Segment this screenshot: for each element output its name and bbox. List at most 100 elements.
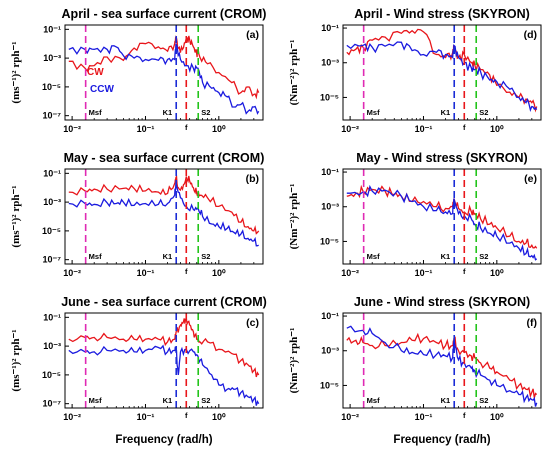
x-axis-label-right: Frequency (rad/h) xyxy=(393,434,490,446)
y-tick-label: 10⁻⁷ xyxy=(43,111,62,121)
plot-frame xyxy=(342,312,542,409)
panel-title: May - Wind stress (SKYRON) xyxy=(356,151,527,165)
vline-label-s2: S2 xyxy=(479,396,488,405)
vline-label-msf: Msf xyxy=(89,252,102,261)
x-tick-label: 10⁰ xyxy=(490,268,504,278)
series-cw-line xyxy=(68,317,260,378)
y-tick-label: 10⁻³ xyxy=(321,202,339,212)
panel-d: April - Wind stress (SKYRON) (Nm⁻²)² rph⁻… xyxy=(288,7,542,134)
plot-frame xyxy=(342,24,542,121)
y-tick-label: 10⁻⁵ xyxy=(42,82,61,92)
x-tick-label: 10⁰ xyxy=(490,124,504,134)
panel-label: (d) xyxy=(524,29,537,41)
x-tick-label: 10⁰ xyxy=(212,412,226,422)
y-tick-label: 10⁻⁷ xyxy=(43,255,62,265)
y-tick-label: 10⁻¹ xyxy=(43,24,61,34)
y-tick-label: 10⁻⁵ xyxy=(42,370,61,380)
y-tick-label: 10⁻³ xyxy=(321,346,339,356)
y-tick-label: 10⁻⁷ xyxy=(43,399,62,409)
vline-label-f: f xyxy=(463,267,466,276)
x-tick-label: 10⁻¹ xyxy=(137,268,155,278)
vline-label-k1: K1 xyxy=(163,108,173,117)
series-cw-line xyxy=(68,174,260,235)
y-tick-label: 10⁻⁵ xyxy=(320,92,339,102)
x-axis-label-left: Frequency (rad/h) xyxy=(115,434,212,446)
vline-label-s2: S2 xyxy=(201,108,210,117)
plot-frame xyxy=(342,168,542,265)
panel-b: May - sea surface current (CROM) (ms⁻¹)² … xyxy=(10,151,264,278)
vline-label-msf: Msf xyxy=(367,396,380,405)
y-tick-label: 10⁻¹ xyxy=(321,167,339,177)
x-tick-label: 10⁻¹ xyxy=(415,268,433,278)
panel-label: (a) xyxy=(246,29,259,41)
panel-title: April - sea surface current (CROM) xyxy=(62,7,267,21)
series-cw-line xyxy=(346,332,538,399)
vline-label-f: f xyxy=(185,267,188,276)
panel-title: June - Wind stress (SKYRON) xyxy=(354,295,530,309)
y-axis-label: (Nm⁻²)² rph⁻¹ xyxy=(288,328,300,394)
y-tick-label: 10⁻³ xyxy=(43,197,61,207)
y-tick-label: 10⁻³ xyxy=(43,53,61,63)
vline-label-msf: Msf xyxy=(367,108,380,117)
legend-cw: CW xyxy=(87,67,104,78)
panel-e: May - Wind stress (SKYRON) (Nm⁻²)² rph⁻¹ M… xyxy=(288,151,542,278)
panel-f: June - Wind stress (SKYRON) (Nm⁻²)² rph⁻¹… xyxy=(288,295,542,422)
vline-label-f: f xyxy=(463,123,466,132)
panel-label: (e) xyxy=(524,173,537,185)
y-tick-label: 10⁻¹ xyxy=(321,23,339,33)
y-tick-label: 10⁻³ xyxy=(43,341,61,351)
panel-label: (b) xyxy=(246,173,259,185)
y-axis-label: (ms⁻¹)² rph⁻¹ xyxy=(10,329,22,391)
x-tick-label: 10⁰ xyxy=(490,412,504,422)
series-ccw-line xyxy=(68,43,260,115)
plot-frame xyxy=(64,24,264,121)
panel-label: (c) xyxy=(246,317,259,329)
vline-label-k1: K1 xyxy=(163,252,173,261)
vline-label-s2: S2 xyxy=(201,252,210,261)
y-tick-label: 10⁻¹ xyxy=(43,168,61,178)
y-tick-label: 10⁻⁵ xyxy=(320,380,339,390)
vline-label-k1: K1 xyxy=(163,396,173,405)
y-tick-label: 10⁻¹ xyxy=(43,312,61,322)
vline-label-msf: Msf xyxy=(367,252,380,261)
series-ccw-line xyxy=(68,344,260,406)
vline-label-f: f xyxy=(463,411,466,420)
x-tick-label: 10⁻² xyxy=(63,124,81,134)
y-axis-label: (Nm⁻²)² rph⁻¹ xyxy=(288,40,300,106)
y-axis-label: (Nm⁻²)² rph⁻¹ xyxy=(288,184,300,250)
y-axis-label: (ms⁻¹)² rph⁻¹ xyxy=(10,41,22,103)
plot-frame xyxy=(64,168,264,265)
panel-a: April - sea surface current (CROM) (ms⁻¹)… xyxy=(10,7,266,134)
panel-title: June - sea surface current (CROM) xyxy=(61,295,267,309)
panel-title: May - sea surface current (CROM) xyxy=(64,151,265,165)
x-tick-label: 10⁻² xyxy=(63,412,81,422)
x-tick-label: 10⁰ xyxy=(212,268,226,278)
series-ccw-line xyxy=(346,184,538,261)
panel-label: (f) xyxy=(527,317,538,329)
y-tick-label: 10⁻³ xyxy=(321,58,339,68)
series-cw-line xyxy=(346,184,538,249)
series-ccw-line xyxy=(346,41,538,112)
vline-label-f: f xyxy=(185,123,188,132)
series-ccw-line xyxy=(346,325,538,407)
x-tick-label: 10⁻¹ xyxy=(415,412,433,422)
x-tick-label: 10⁻¹ xyxy=(415,124,433,134)
x-tick-label: 10⁻¹ xyxy=(137,124,155,134)
vline-label-s2: S2 xyxy=(479,252,488,261)
vline-label-s2: S2 xyxy=(201,396,210,405)
y-tick-label: 10⁻⁵ xyxy=(320,236,339,246)
vline-label-k1: K1 xyxy=(441,396,451,405)
vline-label-msf: Msf xyxy=(89,396,102,405)
y-tick-label: 10⁻⁵ xyxy=(42,226,61,236)
vline-label-f: f xyxy=(185,411,188,420)
y-tick-label: 10⁻¹ xyxy=(321,311,339,321)
series-cw-line xyxy=(346,28,538,113)
vline-label-s2: S2 xyxy=(479,108,488,117)
x-tick-label: 10⁻² xyxy=(341,412,359,422)
x-tick-label: 10⁻² xyxy=(341,124,359,134)
plot-frame xyxy=(64,312,264,409)
legend-ccw: CCW xyxy=(90,84,114,95)
x-tick-label: 10⁰ xyxy=(212,124,226,134)
panel-c: June - sea surface current (CROM) (ms⁻¹)²… xyxy=(10,295,267,422)
